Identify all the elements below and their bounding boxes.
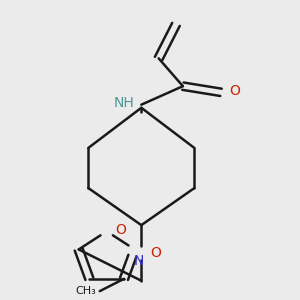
Text: CH₃: CH₃ — [76, 286, 96, 296]
Text: NH: NH — [114, 96, 134, 110]
Text: N: N — [134, 254, 144, 268]
Text: O: O — [150, 246, 161, 260]
Text: O: O — [230, 84, 241, 98]
Text: O: O — [116, 223, 126, 237]
